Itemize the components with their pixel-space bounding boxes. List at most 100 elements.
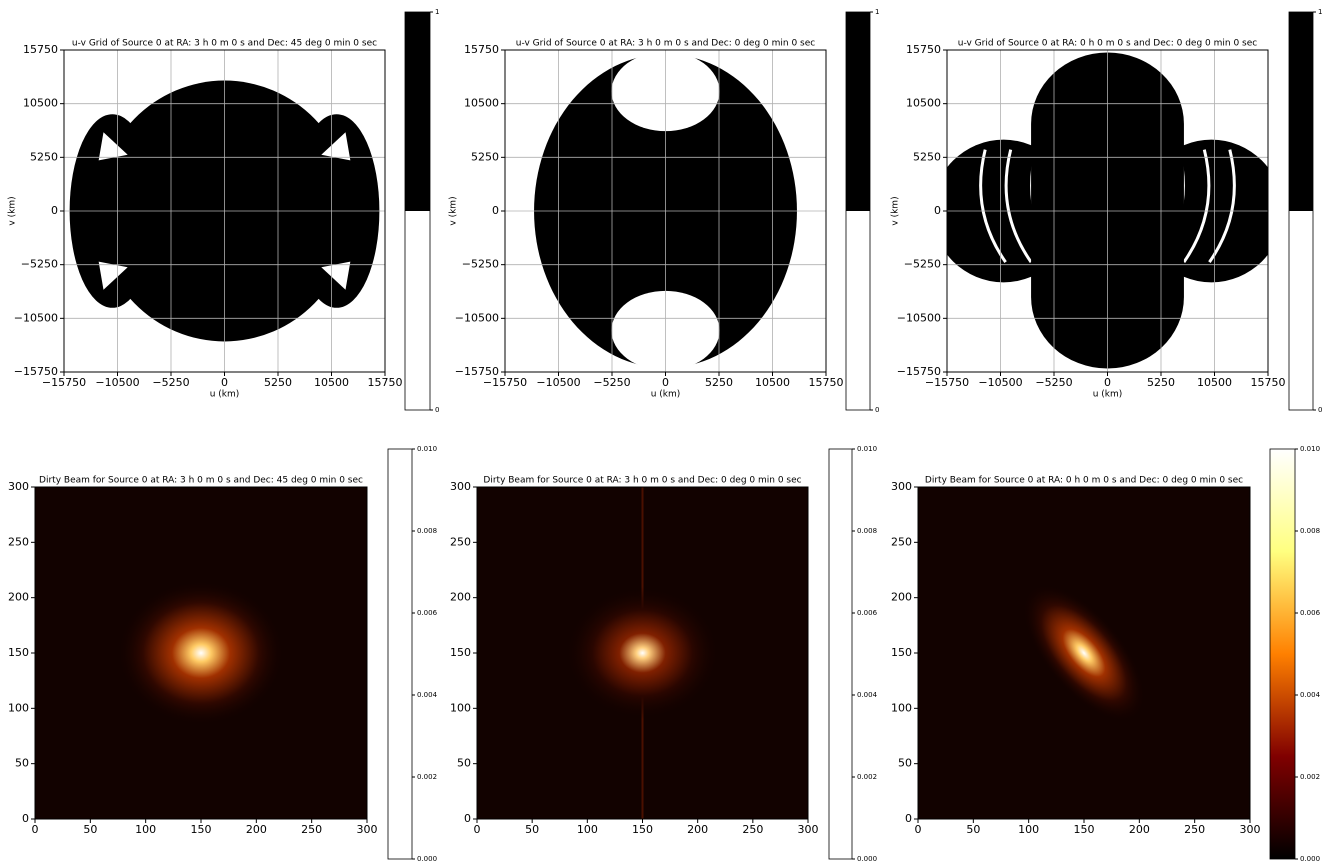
y-tick-label: 15750 [464,43,499,56]
x-tick-label: 15750 [809,376,844,389]
x-tick-label: 50 [83,823,97,836]
colorbar-fill [1289,12,1313,211]
x-tick-label: 300 [1240,823,1261,836]
y-tick-label: 10500 [464,97,499,110]
y-tick-label: −15750 [14,365,58,378]
beam-glow [118,581,284,725]
colorbar-tick-label: 0.000 [417,855,437,863]
x-tick-label: 0 [662,376,669,389]
y-tick-label: −10500 [897,311,941,324]
y-tick-label: 100 [450,701,471,714]
colorbar-fill [1270,449,1295,859]
colorbar-tick-label: 0.006 [417,609,438,617]
x-tick-label: 300 [798,823,819,836]
colorbar-tick-label: 0.000 [857,855,877,863]
y-tick-label: 0 [464,812,471,825]
y-tick-label: 50 [457,757,471,770]
y-tick-label: −10500 [14,311,58,324]
colorbar-tick-label: 0.002 [1300,773,1320,781]
y-tick-label: 300 [450,480,471,493]
x-tick-label: 15750 [368,376,403,389]
colorbar-tick-label: 0.004 [1300,691,1321,699]
beam-glow [565,587,719,719]
x-tick-label: 15750 [1251,376,1286,389]
colorbar-frame [388,449,412,859]
y-tick-label: 150 [450,646,471,659]
x-tick-label: −10500 [536,376,580,389]
colorbar-fill [405,12,430,211]
colorbar-tick-label: 0 [875,406,879,414]
x-tick-label: 150 [191,823,212,836]
chart-title: Dirty Beam for Source 0 at RA: 0 h 0 m 0… [925,476,1243,486]
y-tick-label: 200 [450,591,471,604]
y-axis-label: v (km) [891,196,901,225]
chart-title: u-v Grid of Source 0 at RA: 0 h 0 m 0 s … [958,39,1257,49]
colorbar-tick-label: 0.006 [1300,609,1321,617]
y-tick-label: 50 [898,757,912,770]
colorbar-tick-label: 0.002 [857,773,877,781]
x-tick-label: 10500 [314,376,349,389]
x-tick-label: 5250 [1147,376,1175,389]
x-tick-label: 0 [915,823,922,836]
colorbar-tick-label: 0.004 [857,691,878,699]
x-tick-label: 200 [687,823,708,836]
x-tick-label: −10500 [95,376,139,389]
y-tick-label: −5250 [904,258,941,271]
x-tick-label: 250 [301,823,322,836]
y-tick-label: −15750 [897,365,941,378]
x-tick-label: 0 [32,823,39,836]
colorbar-tick-label: 0.010 [857,445,877,453]
colorbar-tick-label: 0 [435,406,439,414]
y-tick-label: 0 [905,812,912,825]
chart-title: Dirty Beam for Source 0 at RA: 3 h 0 m 0… [39,476,363,486]
y-tick-label: 300 [891,480,912,493]
y-tick-label: 10500 [23,97,58,110]
y-tick-label: 100 [8,701,29,714]
x-axis-label: u (km) [651,390,681,400]
y-tick-label: 150 [891,646,912,659]
colorbar-tick-label: 0 [1318,406,1322,414]
image [118,581,284,725]
colorbar-tick-label: 0.000 [1300,855,1320,863]
x-tick-label: 150 [1074,823,1095,836]
chart-title: u-v Grid of Source 0 at RA: 3 h 0 m 0 s … [72,39,377,49]
x-axis-label: u (km) [210,390,240,400]
x-tick-label: 250 [742,823,763,836]
colorbar-tick-label: 0.008 [857,527,877,535]
y-tick-label: 200 [8,591,29,604]
x-tick-label: 150 [632,823,653,836]
y-tick-label: 150 [8,646,29,659]
y-tick-label: 5250 [913,150,941,163]
y-tick-label: 200 [891,591,912,604]
colorbar-frame [829,449,852,859]
x-tick-label: 0 [1104,376,1111,389]
colorbar-tick-label: 0.010 [417,445,437,453]
x-tick-label: −5250 [1035,376,1072,389]
x-tick-label: 300 [357,823,378,836]
figure: u-v Grid of Source 0 at RA: 3 h 0 m 0 s … [0,0,1328,864]
y-tick-label: 0 [51,204,58,217]
y-tick-label: 5250 [471,150,499,163]
y-tick-label: 300 [8,480,29,493]
x-tick-label: 200 [1129,823,1150,836]
y-tick-label: 15750 [23,43,58,56]
y-tick-label: 250 [450,535,471,548]
y-tick-label: −5250 [462,258,499,271]
colorbar-tick-label: 0.002 [417,773,437,781]
x-tick-label: 0 [474,823,481,836]
colorbar-tick-label: 0.008 [417,527,437,535]
colorbar-tick-label: 0.010 [1300,445,1320,453]
x-tick-label: 5250 [264,376,292,389]
x-tick-label: −5250 [593,376,630,389]
colorbar-fill [846,12,870,211]
y-tick-label: 10500 [906,97,941,110]
y-tick-label: 250 [8,535,29,548]
x-tick-label: 50 [525,823,539,836]
colorbar-tick-label: 0.008 [1300,527,1320,535]
y-tick-label: 5250 [30,150,58,163]
y-tick-label: 0 [22,812,29,825]
page: u-v Grid of Source 0 at RA: 3 h 0 m 0 s … [0,0,1328,864]
x-axis-label: u (km) [1093,390,1123,400]
chart-title: u-v Grid of Source 0 at RA: 3 h 0 m 0 s … [516,39,815,49]
x-tick-label: 0 [221,376,228,389]
